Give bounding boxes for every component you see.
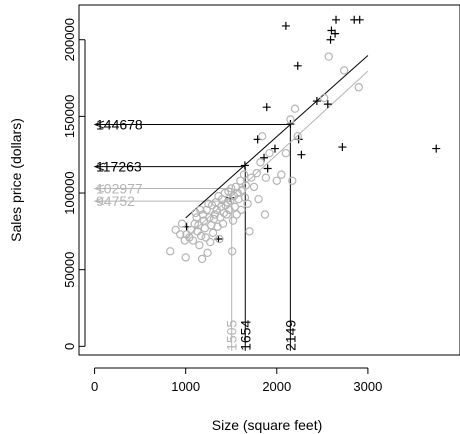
x-tick-label: 0: [91, 379, 98, 394]
y-tick-label: 50000: [62, 252, 77, 288]
plus-point: [323, 100, 332, 109]
circle-point: [281, 148, 291, 158]
plus-point: [326, 35, 335, 44]
circle-point: [177, 219, 187, 228]
circle-point: [188, 236, 198, 245]
circle-point: [245, 227, 254, 236]
plus-point: [332, 15, 341, 24]
circle-point: [236, 176, 245, 185]
plus-point: [263, 164, 272, 173]
plus-point: [432, 144, 441, 153]
arrow-head: [93, 162, 105, 171]
circle-point: [215, 234, 224, 244]
x-value-label: 1654: [237, 320, 253, 351]
circle-point: [227, 247, 237, 256]
regression-lines: [185, 55, 369, 239]
y-value-label: 102977: [96, 180, 143, 196]
circle-point: [195, 240, 204, 250]
y-tick-label: 200000: [62, 18, 77, 61]
plot-frame: [78, 4, 460, 356]
regression-line: [185, 70, 369, 239]
circle-point: [286, 115, 295, 124]
circle-point: [232, 210, 241, 219]
x-value-label: 2149: [282, 320, 298, 351]
circle-point: [203, 248, 212, 258]
plus-point: [281, 21, 290, 30]
circle-point: [197, 254, 207, 264]
y-axis: 0 50000 100000 150000 200000: [62, 18, 86, 350]
y-tick-label: 0: [62, 343, 77, 350]
circle-point: [201, 233, 210, 242]
circle-point: [293, 132, 302, 141]
y-tick-label: 150000: [62, 95, 77, 138]
plus-point: [262, 103, 271, 112]
arrow-head: [93, 120, 105, 129]
circle-point: [254, 194, 263, 204]
x-tick-label: 2000: [262, 379, 291, 394]
regression-line: [185, 55, 369, 219]
plus-point: [297, 150, 306, 159]
circle-point: [277, 170, 286, 179]
y-tick-label: 100000: [62, 171, 77, 214]
plus-point: [355, 15, 364, 24]
circle-point: [252, 168, 261, 178]
x-axis: 0 1000 2000 3000: [91, 367, 382, 394]
circle-point: [243, 199, 252, 208]
circle-point: [290, 104, 300, 113]
circle-point: [239, 170, 249, 179]
circle-point: [196, 231, 206, 241]
circle-point: [319, 93, 329, 103]
circle-point: [181, 253, 190, 262]
circle-point: [206, 237, 215, 247]
circle-point: [237, 205, 246, 215]
plus-point: [312, 97, 321, 106]
x-value-label: 1505: [224, 320, 240, 351]
circle-point: [165, 247, 175, 256]
x-tick-label: 3000: [353, 379, 382, 394]
circle-point: [247, 173, 256, 182]
circle-point: [260, 210, 270, 219]
circle-point: [205, 213, 214, 222]
plus-point: [270, 144, 279, 153]
circle-point: [241, 181, 251, 190]
circle-point: [196, 205, 205, 215]
plus-point: [331, 29, 340, 38]
x-axis-label: Size (square feet): [212, 417, 323, 433]
circle-point: [222, 210, 231, 219]
circle-point: [171, 225, 180, 235]
y-value-label: 144678: [96, 117, 143, 133]
annotation-layer: 102977 1505 94752 117263 1654 144678 2149: [93, 117, 298, 351]
circle-point: [324, 52, 333, 61]
y-value-label: 117263: [96, 159, 142, 175]
circle-point: [227, 184, 236, 193]
circle-point: [176, 230, 185, 239]
y-value-label: 94752: [96, 193, 135, 209]
circle-point: [258, 132, 267, 141]
x-tick-label: 1000: [171, 379, 200, 394]
plus-point: [338, 143, 347, 152]
data-points: [165, 15, 441, 264]
circle-point: [340, 66, 349, 75]
circle-point: [208, 228, 218, 238]
plus-point: [286, 120, 295, 129]
circle-point: [272, 176, 281, 185]
y-axis-label: Sales price (dollars): [8, 118, 24, 242]
circle-point: [265, 148, 274, 158]
circle-point: [288, 176, 297, 185]
circle-point: [228, 216, 238, 225]
circle-point: [256, 158, 265, 167]
arrow-head: [93, 197, 105, 206]
circle-point: [249, 182, 259, 192]
arrow-head: [93, 184, 105, 193]
circle-point: [261, 173, 271, 182]
circle-point: [202, 205, 211, 215]
plus-point: [293, 61, 302, 70]
circle-point: [218, 219, 228, 228]
plus-point: [240, 161, 249, 170]
circle-point: [354, 83, 363, 92]
